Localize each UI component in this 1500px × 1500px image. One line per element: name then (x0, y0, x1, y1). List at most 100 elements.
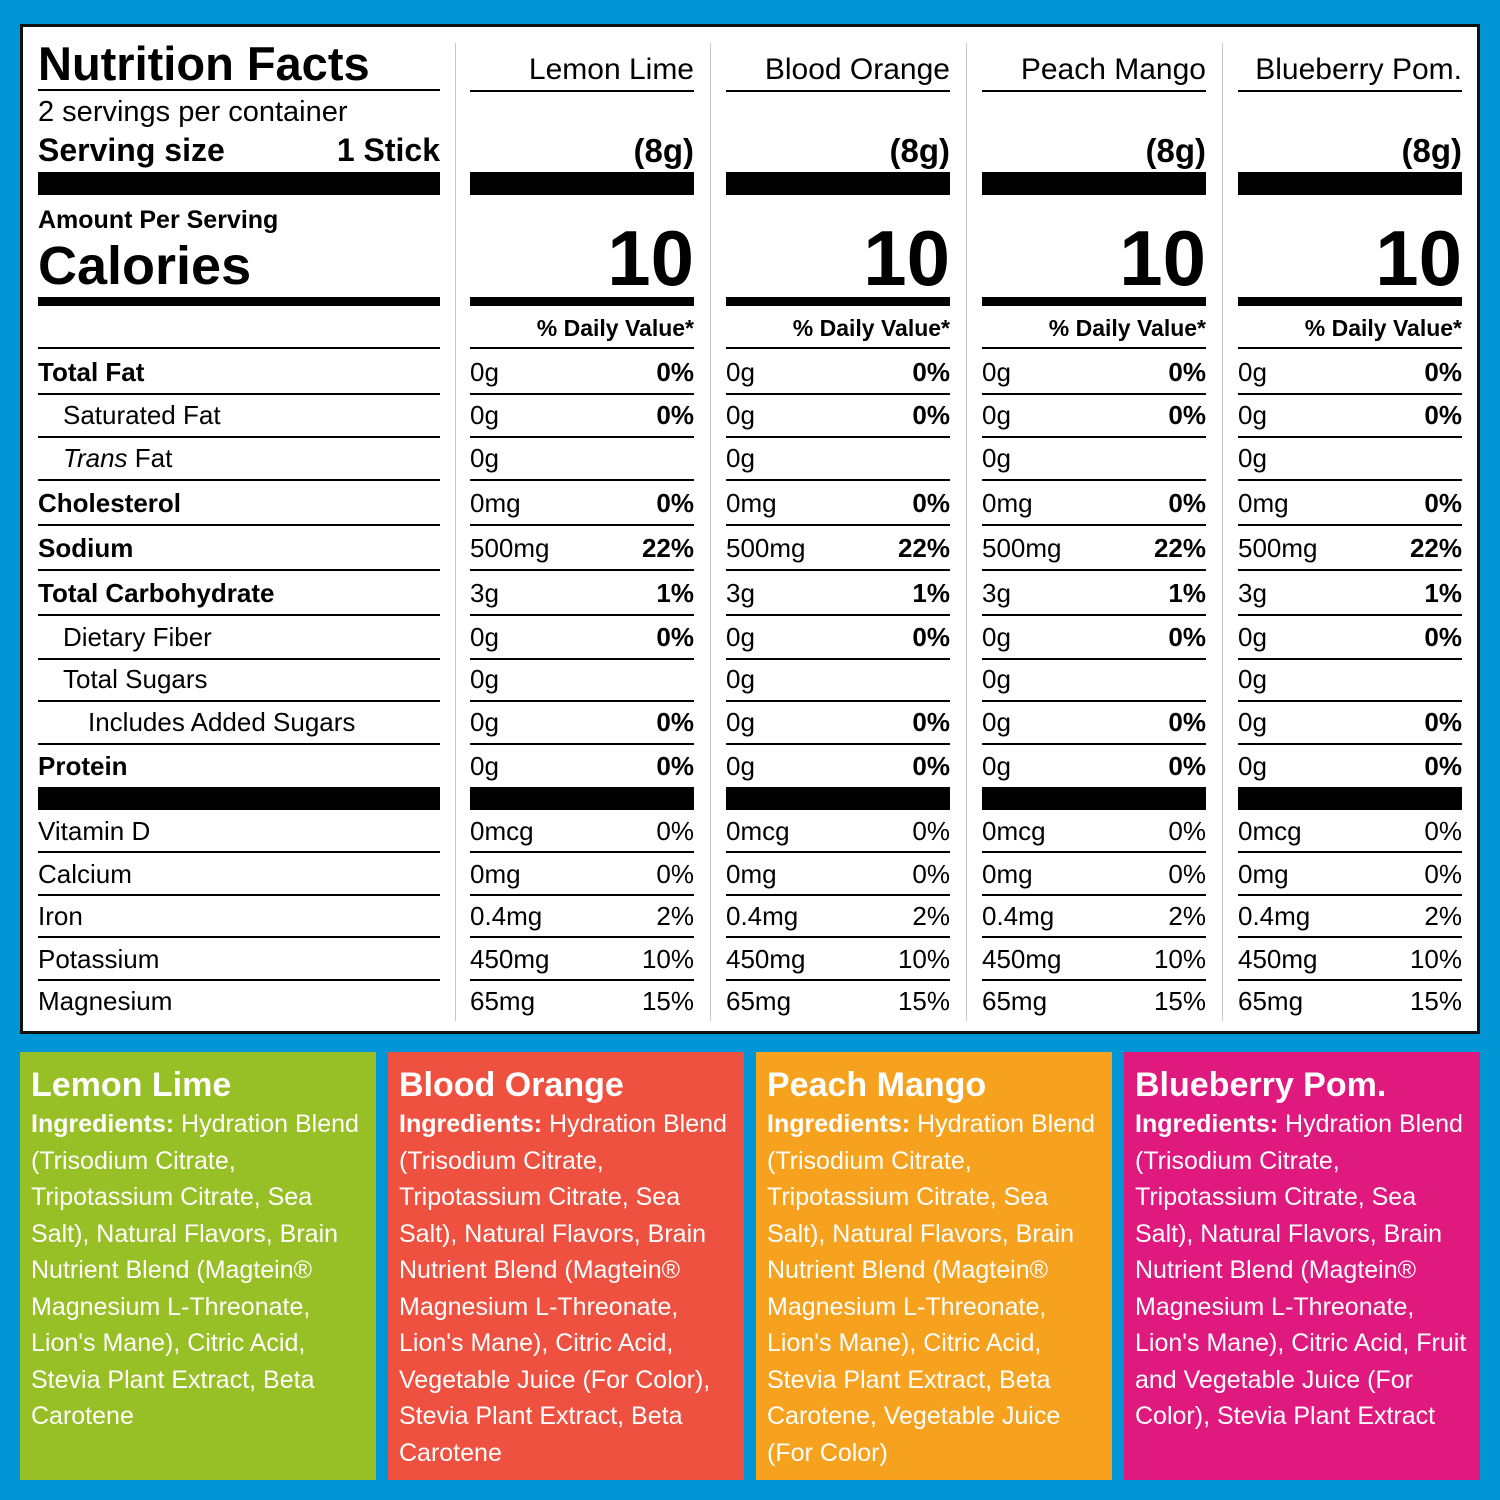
row-rule (982, 700, 1206, 702)
row-rule (982, 658, 1206, 660)
header-rule (982, 90, 1206, 92)
vitamin-daily-value: 0% (656, 816, 694, 846)
vitamin-amount: 0mcg (726, 816, 790, 846)
calories-value: 10 (1119, 214, 1206, 302)
row-rule (982, 524, 1206, 526)
vitamin-daily-value: 0% (912, 859, 950, 889)
nutrient-amount: 0g (726, 400, 755, 430)
medium-bar (470, 297, 694, 306)
vitamin-daily-value: 0% (1424, 816, 1462, 846)
vitamin-daily-value: 15% (1409, 986, 1462, 1016)
calories-value: 10 (863, 214, 950, 302)
nutrient-amount: 0g (726, 357, 755, 387)
nutrient-amount: 0mg (470, 488, 521, 518)
row-rule (1238, 700, 1462, 702)
ingredients-text: Ingredients: Hydration Blend (Trisodium … (767, 1106, 1104, 1471)
nutrient-daily-value: 22% (1409, 533, 1462, 563)
serving-size-value: 1 Stick (336, 132, 440, 168)
ingredients-prefix: Ingredients: (767, 1110, 911, 1138)
nutrient-amount: 0g (982, 622, 1011, 652)
nutrient-daily-value: 0% (656, 707, 694, 737)
vitamin-daily-value: 15% (641, 986, 694, 1016)
vitamin-amount: 0.4mg (470, 901, 543, 931)
row-rule (982, 851, 1206, 853)
ingredients-text: Ingredients: Hydration Blend (Trisodium … (1135, 1106, 1472, 1435)
flavor-name: Peach Mango (1020, 53, 1206, 86)
vitamin-daily-value: 2% (912, 901, 950, 931)
ingredients-list: Hydration Blend (Trisodium Citrate, Trip… (31, 1110, 359, 1430)
row-rule (1238, 436, 1462, 438)
nutrient-amount: 0g (1238, 443, 1267, 473)
row-rule (470, 614, 694, 616)
nutrient-amount: 0g (1238, 664, 1267, 694)
row-rule (38, 436, 440, 438)
nutrient-daily-value: 22% (641, 533, 694, 563)
nutrient-amount: 0g (982, 707, 1011, 737)
nutrition-facts-title: Nutrition Facts (38, 37, 370, 90)
serving-size-label: Serving size (38, 132, 225, 168)
vitamin-daily-value: 2% (656, 901, 694, 931)
ingredients-box-peach-mango: Peach Mango Ingredients: Hydration Blend … (756, 1052, 1112, 1480)
vitamin-daily-value: 2% (1168, 901, 1206, 931)
serving-weight: (8g) (633, 132, 695, 169)
ingredients-box-lemon-lime: Lemon Lime Ingredients: Hydration Blend (… (20, 1052, 376, 1480)
nutrient-amount: 0g (982, 664, 1011, 694)
row-rule (470, 393, 694, 395)
vitamin-amount: 0.4mg (982, 901, 1055, 931)
nutrient-daily-value: 0% (912, 400, 950, 430)
nutrient-daily-value: 0% (656, 357, 694, 387)
daily-value-header: % Daily Value* (1304, 315, 1462, 341)
vitamin-daily-value: 0% (1168, 816, 1206, 846)
row-rule (726, 658, 950, 660)
vitamin-label-iron: Iron (38, 901, 83, 931)
row-rule (1238, 979, 1462, 981)
nutrient-label-italic: Trans (63, 443, 128, 473)
nutrient-amount: 0g (726, 622, 755, 652)
nutrient-amount: 0g (1238, 751, 1267, 781)
nutrient-daily-value: 0% (656, 488, 694, 518)
vitamin-label-calcium: Calcium (38, 859, 132, 889)
vitamin-amount: 0mg (982, 859, 1033, 889)
rule (470, 347, 694, 349)
nutrient-amount: 0g (982, 357, 1011, 387)
column-divider (710, 43, 711, 1021)
row-rule (726, 393, 950, 395)
daily-value-header: % Daily Value* (792, 315, 950, 341)
vitamin-daily-value: 15% (1153, 986, 1206, 1016)
nutrient-daily-value: 0% (1424, 751, 1462, 781)
nutrient-daily-value: 0% (912, 751, 950, 781)
row-rule (470, 658, 694, 660)
row-rule (38, 936, 440, 938)
serving-weight: (8g) (1145, 132, 1207, 169)
nutrient-amount: 0g (1238, 622, 1267, 652)
nutrient-daily-value: 1% (912, 578, 950, 608)
row-rule (470, 436, 694, 438)
vitamin-amount: 65mg (1238, 986, 1304, 1016)
row-rule (982, 894, 1206, 896)
daily-value-header: % Daily Value* (1048, 315, 1206, 341)
vitamin-amount: 0.4mg (726, 901, 799, 931)
nutrient-amount: 0g (470, 622, 499, 652)
row-rule (1238, 479, 1462, 481)
vitamin-amount: 450mg (1238, 944, 1318, 974)
row-rule (38, 569, 440, 571)
nutrient-daily-value: 1% (1424, 578, 1462, 608)
vitamin-amount: 65mg (726, 986, 792, 1016)
ingredients-list: Hydration Blend (Trisodium Citrate, Trip… (767, 1110, 1095, 1467)
vitamin-amount: 0mcg (470, 816, 534, 846)
vitamin-daily-value: 10% (1409, 944, 1462, 974)
row-rule (38, 658, 440, 660)
nutrient-daily-value: 0% (1424, 707, 1462, 737)
nutrient-daily-value: 1% (656, 578, 694, 608)
vitamin-amount: 65mg (982, 986, 1048, 1016)
row-rule (726, 479, 950, 481)
nutrient-amount: 0g (1238, 400, 1267, 430)
ingredients-prefix: Ingredients: (31, 1110, 175, 1138)
vitamin-daily-value: 0% (656, 859, 694, 889)
nutrient-label-total-sugars: Total Sugars (63, 664, 208, 694)
row-rule (470, 743, 694, 745)
nutrient-amount: 0g (470, 400, 499, 430)
row-rule (470, 851, 694, 853)
thick-bar (982, 787, 1206, 810)
flavor-name: Lemon Lime (528, 53, 694, 86)
